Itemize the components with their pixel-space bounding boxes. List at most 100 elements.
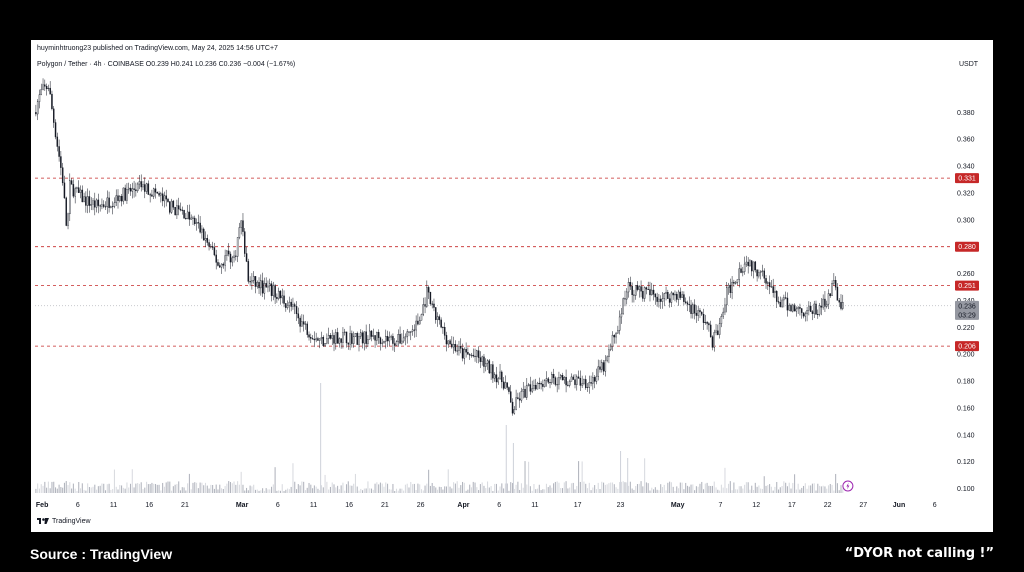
candle-body [336, 332, 339, 344]
currency-label[interactable]: USDT [959, 61, 979, 68]
volume-bar [201, 482, 203, 493]
x-tick-label: Feb [36, 502, 48, 509]
x-tick-label: 6 [276, 502, 280, 509]
candle-body [183, 210, 185, 219]
volume-bar [353, 483, 355, 493]
volume-bar [678, 488, 680, 493]
volume-bar [117, 489, 119, 493]
volume-bar [613, 484, 615, 493]
volume-bar [263, 490, 265, 493]
candle-body [536, 382, 539, 390]
volume-bar [453, 482, 455, 493]
volume-bar [112, 489, 114, 493]
candle-body [368, 330, 371, 340]
candle-body [38, 94, 41, 102]
candle-body [294, 304, 296, 307]
volume-bar [583, 481, 585, 493]
candle-body [361, 332, 364, 344]
volume-bar [487, 481, 489, 493]
volume-bar [304, 490, 306, 493]
volume-bar [253, 484, 255, 493]
candle-body [161, 193, 164, 202]
volume-bar [319, 490, 321, 493]
volume-bar [624, 482, 626, 493]
volume-bar [842, 488, 844, 493]
price-chart[interactable]: 0.1000.1200.1400.1600.1800.2000.2200.240… [31, 40, 993, 532]
candle-body [122, 187, 125, 202]
volume-bar [494, 483, 496, 493]
volume-bar [92, 486, 94, 493]
volume-bar [72, 483, 74, 493]
volume-bar [192, 482, 194, 493]
volume-bar [322, 487, 324, 493]
candle-body [170, 200, 173, 213]
last-price-label: 0.236 [958, 303, 976, 310]
candle-body [577, 376, 580, 379]
volume-bar [440, 486, 442, 493]
volume-bar [758, 485, 760, 493]
volume-bar [553, 483, 555, 493]
volume-bar [326, 481, 328, 493]
volume-bar [256, 489, 258, 493]
volume-bar [731, 490, 733, 493]
candle-body [58, 146, 60, 157]
x-tick-label: 21 [381, 502, 389, 509]
x-tick-label: Apr [457, 502, 469, 509]
candle-body [417, 320, 419, 325]
volume-bar [667, 482, 669, 493]
candle-body [63, 182, 66, 199]
volume-bar [699, 483, 701, 493]
volume-bar [442, 489, 444, 493]
volume-bar [58, 484, 60, 493]
candle-body [133, 188, 135, 190]
volume-bar [333, 484, 335, 493]
volume-bar [813, 483, 815, 493]
candle-body [752, 261, 755, 272]
candle-body [704, 322, 707, 324]
volume-spike [320, 383, 322, 493]
volume-bar [395, 488, 398, 493]
candle-body [411, 329, 414, 332]
candle-body [506, 382, 508, 388]
candle-body [461, 348, 464, 359]
candle-body [422, 304, 425, 315]
volume-bar [528, 461, 530, 493]
volume-bar [513, 489, 515, 493]
candle-body [269, 283, 271, 287]
volume-bar [606, 484, 608, 493]
volume-bar [365, 488, 367, 493]
candle-body [329, 335, 332, 339]
volume-bar [188, 473, 190, 493]
candle-body [263, 283, 266, 294]
volume-bar [685, 482, 687, 493]
candle-body [542, 383, 544, 387]
volume-bar [183, 487, 185, 493]
volume-bar [249, 485, 251, 493]
candle-body [656, 296, 658, 302]
candle-body [156, 192, 159, 194]
candle-body [194, 217, 196, 224]
volume-bar [83, 489, 85, 493]
candle-body [431, 303, 433, 305]
candle-body [261, 280, 264, 294]
tradingview-logo[interactable]: TradingView [37, 517, 91, 525]
candle-body [90, 204, 92, 206]
volume-bar [615, 487, 617, 493]
candle-body [649, 289, 651, 296]
candle-body [792, 304, 794, 312]
volume-bar [508, 490, 510, 493]
candle-body [256, 282, 258, 287]
volume-bar [54, 487, 57, 493]
candle-body [420, 314, 423, 321]
candle-body [547, 378, 549, 383]
candle-body [376, 332, 378, 341]
volume-spike [619, 451, 622, 493]
volume-bar [792, 482, 794, 493]
candle-body [147, 183, 150, 195]
candle-body [599, 366, 601, 370]
candle-body [102, 204, 105, 207]
volume-bar [544, 489, 546, 493]
symbol-legend[interactable]: Polygon / Tether · 4h · COINBASE O0.239 … [37, 61, 296, 68]
candle-body [586, 386, 589, 388]
candle-body [138, 181, 141, 185]
